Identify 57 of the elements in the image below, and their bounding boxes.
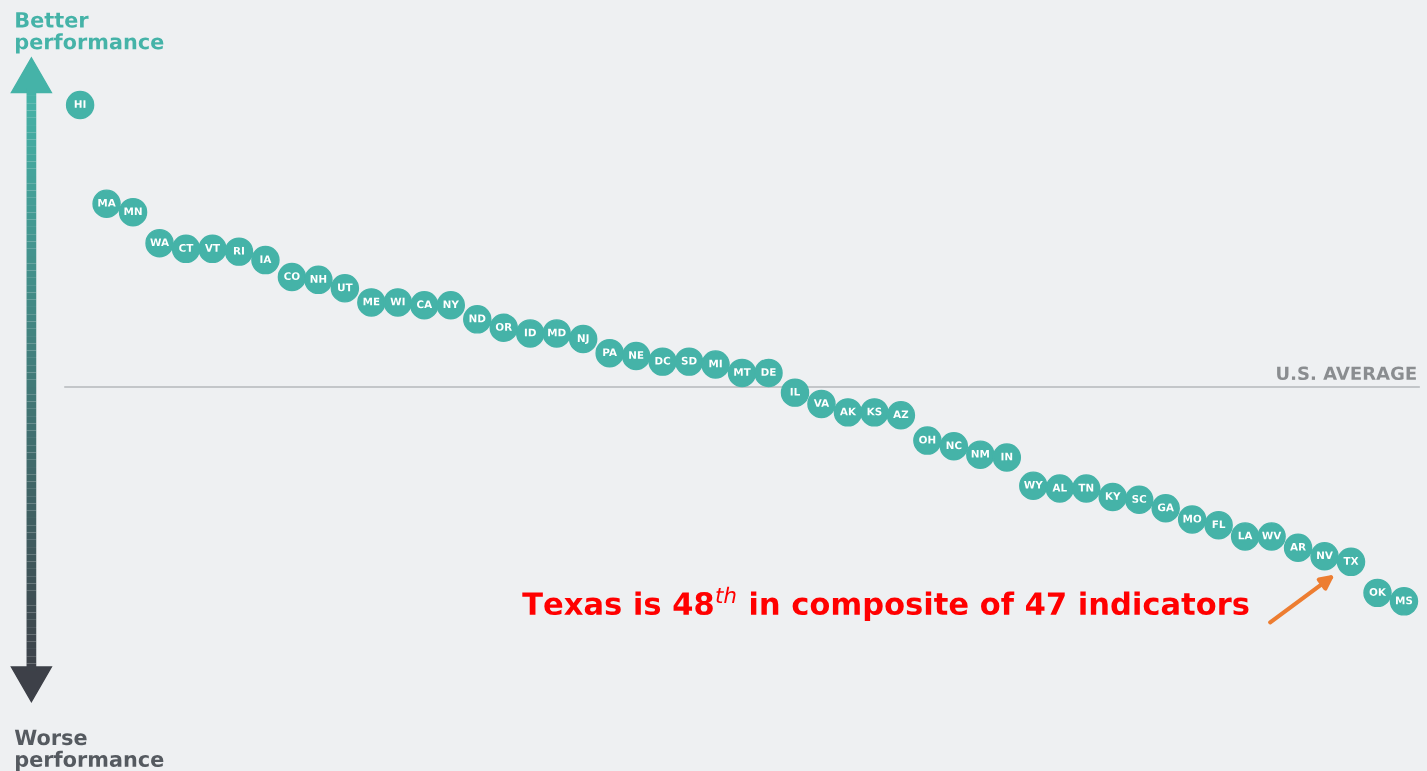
x-tick-label: FL <box>1212 520 1226 529</box>
text: Worse performance <box>14 729 164 771</box>
x-tick-label: AL <box>1052 483 1067 492</box>
x-tick-label: AR <box>1290 543 1306 551</box>
x-tick-label: MN <box>124 207 142 216</box>
x-tick-label: RI <box>233 246 244 255</box>
x-tick-label: UT <box>338 283 353 292</box>
x-tick-label: GA <box>1157 503 1174 512</box>
x-tick-label: TX <box>1343 557 1359 565</box>
x-tick-label: NC <box>946 441 962 450</box>
text: Better performance <box>16 12 164 54</box>
x-tick-label: MS <box>1396 596 1413 605</box>
x-tick-label: NH <box>310 275 327 283</box>
x-tick-label: ND <box>469 314 486 323</box>
x-tick-label: NY <box>443 300 460 309</box>
x-tick-label: OK <box>1369 588 1387 596</box>
x-tick-label: DC <box>655 356 671 365</box>
point <box>224 237 254 266</box>
x-tick-label: MI <box>709 359 722 368</box>
x-tick-label: ME <box>363 297 380 306</box>
x-tick-label: WI <box>390 297 405 306</box>
x-tick-label: VA <box>813 399 830 407</box>
x-tick-label: VT <box>204 244 221 252</box>
x-tick-label: MD <box>548 328 566 337</box>
x-tick-label: NE <box>629 351 644 359</box>
x-tick-label: OH <box>919 435 936 444</box>
x-tick-label: TN <box>1078 483 1094 492</box>
x-tick-label: IL <box>790 387 800 396</box>
ref-line-label: U.S. AVERAGE <box>1277 366 1416 381</box>
x-tick-label: WA <box>150 238 170 247</box>
x-tick-label: MO <box>1183 514 1202 523</box>
x-tick-label: SC <box>1132 494 1147 503</box>
x-tick-label: KY <box>1105 492 1121 500</box>
x-tick-label: NM <box>971 449 989 458</box>
annotation: Texas is 48$^{th}$ in composite of 47 indicators <box>522 586 1249 622</box>
x-tick-label: AZ <box>893 410 909 419</box>
x-tick-label: CA <box>416 300 433 309</box>
x-tick-label: OR <box>495 322 512 331</box>
x-tick-label: HI <box>74 100 86 108</box>
x-tick-label: MA <box>98 198 116 207</box>
x-tick-label: SD <box>681 356 697 365</box>
x-tick-label: MT <box>734 368 751 376</box>
x-tick-label: NV <box>1317 551 1333 560</box>
x-tick-label: AK <box>839 407 857 416</box>
x-tick-label: CO <box>284 272 300 281</box>
point <box>780 378 810 407</box>
x-tick-label: IA <box>260 255 272 263</box>
x-tick-label: WV <box>1262 531 1282 540</box>
x-tick-label: CT <box>179 243 194 252</box>
x-tick-label: ID <box>524 328 536 337</box>
x-tick-label: IN <box>1001 452 1013 461</box>
x-tick-label: KS <box>867 407 882 416</box>
x-tick-label: DE <box>761 368 776 376</box>
x-tick-label: WY <box>1024 480 1043 489</box>
x-tick-label: PA <box>603 348 617 357</box>
x-tick-label: NJ <box>577 334 589 345</box>
x-tick-label: LA <box>1238 531 1253 540</box>
